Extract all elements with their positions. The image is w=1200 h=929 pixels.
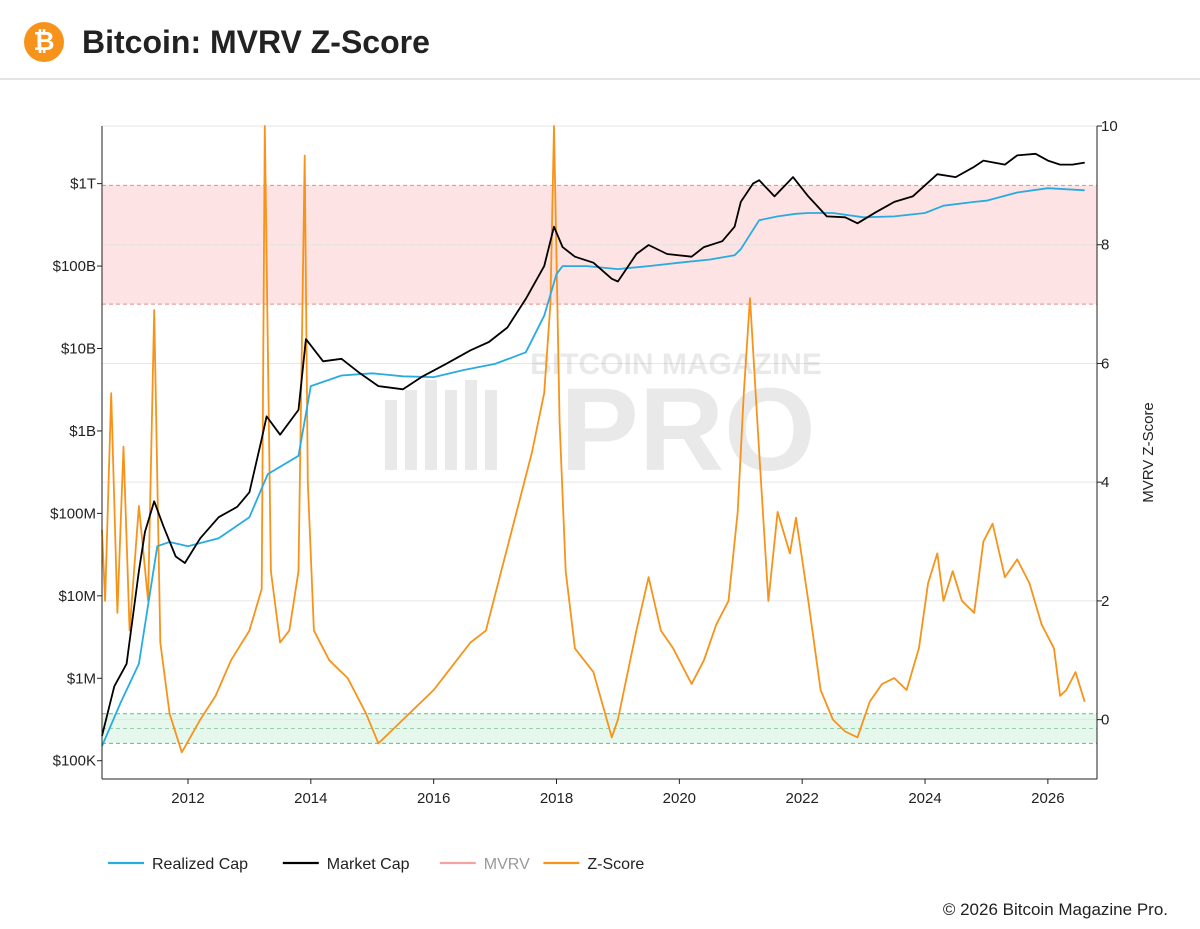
y-right-tick-label: 0: [1101, 712, 1109, 729]
y-right-tick-label: 2: [1101, 593, 1109, 610]
y-left-tick-label: $1M: [67, 670, 96, 687]
series-realized-cap: [101, 187, 1085, 747]
chart-series: [101, 125, 1086, 754]
series-market-cap: [101, 152, 1085, 737]
x-tick-label: 2024: [908, 790, 941, 807]
x-tick-label: 2016: [417, 790, 450, 807]
legend-item: Market Cap: [282, 856, 410, 873]
y-right-tick-label: 6: [1101, 355, 1109, 372]
x-tick-label: 2022: [785, 790, 818, 807]
y-left-tick-label: $1T: [70, 176, 96, 193]
x-tick-label: 2018: [540, 790, 573, 807]
bitcoin-icon: ₿: [24, 22, 64, 62]
x-tick-label: 2026: [1031, 790, 1064, 807]
y-right-axis-title: MVRV Z-Score: [1140, 402, 1157, 503]
mvrv-zscore-chart: BITCOIN MAGAZINE PRO $100K$1M$10M$100M$1…: [50, 118, 1157, 873]
series-z-score: [101, 125, 1086, 754]
watermark-line2: PRO: [560, 364, 816, 496]
y-left-tick-label: $100B: [53, 258, 96, 275]
y-left-tick-label: $10M: [58, 588, 96, 605]
watermark: BITCOIN MAGAZINE PRO: [385, 348, 822, 496]
legend-item: MVRV: [439, 856, 530, 873]
chart-axes: $100K $1M $10M $100M $1B $10B $100B $1T 0 2 4 6 8 10 2…: [50, 118, 1157, 807]
legend-label: MVRV: [484, 856, 530, 873]
y-left-tick-label: $1B: [69, 423, 96, 440]
legend-label: Z-Score: [587, 856, 644, 873]
legend-item: Realized Cap: [108, 856, 248, 873]
page-title: Bitcoin: MVRV Z-Score: [82, 24, 430, 60]
copyright-text: © 2026 Bitcoin Magazine Pro.: [942, 900, 1168, 919]
y-left-tick-label: $100M: [50, 505, 96, 522]
chart-legend: Realized Cap Market Cap MVRV Z-Score: [108, 856, 644, 873]
x-tick-label: 2014: [294, 790, 327, 807]
y-right-tick-label: 8: [1101, 237, 1109, 254]
legend-label: Market Cap: [327, 856, 410, 873]
watermark-line1: BITCOIN MAGAZINE: [530, 348, 822, 381]
legend-item: Z-Score: [543, 856, 644, 873]
y-left-tick-label: $10B: [61, 341, 96, 358]
x-tick-label: 2020: [663, 790, 696, 807]
y-right-tick-label: 4: [1101, 474, 1109, 491]
y-right-tick-label: 10: [1101, 118, 1118, 135]
x-tick-label: 2012: [171, 790, 204, 807]
y-left-tick-label: $100K: [53, 753, 96, 770]
watermark-logo-icon: [385, 380, 497, 470]
legend-label: Realized Cap: [152, 856, 248, 873]
page-header: ₿ Bitcoin: MVRV Z-Score: [0, 0, 1200, 80]
